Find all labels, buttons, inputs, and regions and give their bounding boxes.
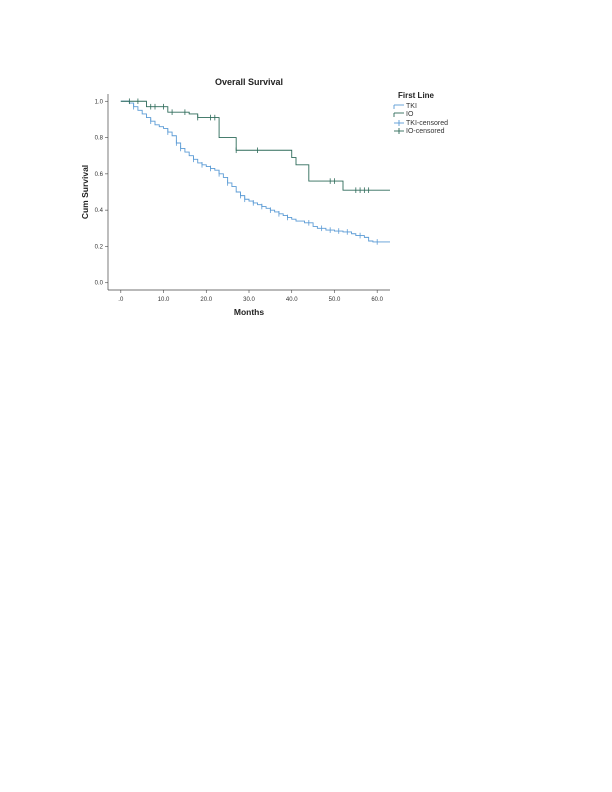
x-axis-ticks: .0 10.0 20.0 30.0 40.0 50.0 60.0 — [118, 290, 384, 303]
x-tick-label: 50.0 — [329, 297, 341, 303]
legend-label-io-censored: IO-censored — [406, 128, 445, 135]
x-axis-label: Months — [234, 307, 264, 317]
legend-title: First Line — [398, 91, 435, 100]
legend-label-tki-censored: TKI-censored — [406, 120, 448, 127]
x-tick-label: 10.0 — [158, 297, 170, 303]
y-axis-label: Cum Survival — [80, 165, 90, 219]
chart-title: Overall Survival — [215, 77, 283, 87]
survival-line-tki — [120, 100, 390, 243]
x-tick-label: 60.0 — [371, 297, 383, 303]
y-tick-label: 0.4 — [95, 208, 104, 214]
legend-label-io: IO — [406, 111, 414, 118]
legend: First Line TKI IO TKI-censored IO-censor… — [393, 91, 448, 135]
y-axis-ticks: 0.0 0.2 0.4 0.6 0.8 1.0 — [95, 99, 108, 287]
x-tick-label: 20.0 — [200, 297, 212, 303]
y-tick-label: 1.0 — [95, 99, 104, 105]
legend-item-io-censored: IO-censored — [394, 128, 445, 135]
legend-label-tki: TKI — [406, 103, 417, 110]
y-tick-label: 0.6 — [95, 172, 104, 178]
y-tick-label: 0.8 — [95, 136, 104, 142]
survival-line-io — [120, 100, 390, 191]
x-tick-label: 40.0 — [286, 297, 298, 303]
legend-item-io: IO — [393, 111, 414, 118]
legend-item-tki: TKI — [393, 103, 417, 110]
x-tick-label: 30.0 — [243, 297, 255, 303]
legend-item-tki-censored: TKI-censored — [394, 120, 448, 127]
x-tick-label: .0 — [118, 297, 124, 303]
y-tick-label: 0.0 — [95, 281, 104, 287]
series-layer — [120, 98, 390, 245]
y-tick-label: 0.2 — [95, 244, 104, 250]
